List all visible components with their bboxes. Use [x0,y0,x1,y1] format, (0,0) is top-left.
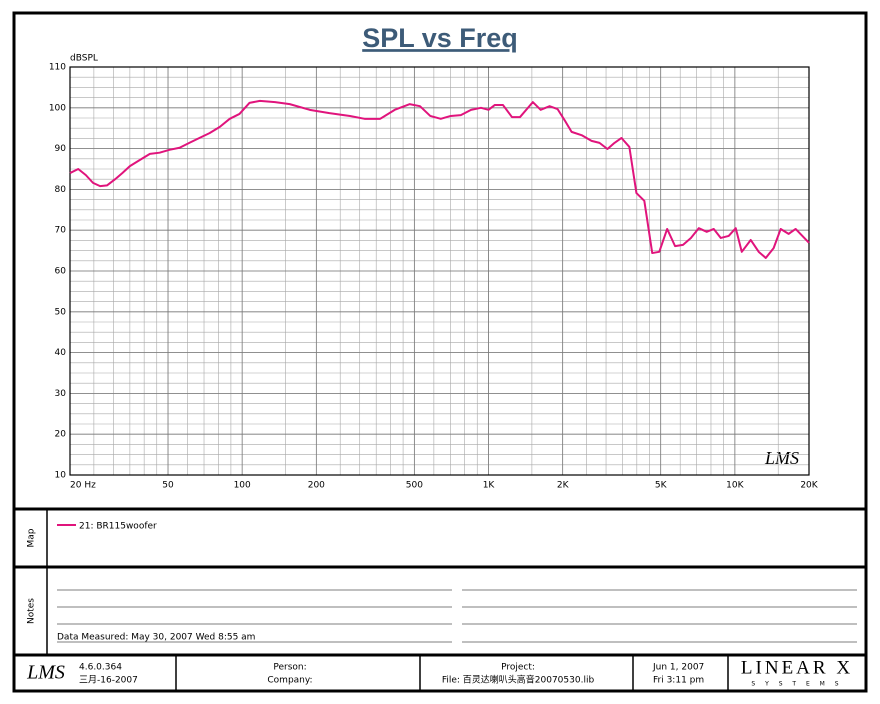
time: Fri 3:11 pm [653,676,704,686]
plot-border [69,66,810,476]
y-tick-label: 90 [55,144,67,154]
y-tick-label: 40 [55,348,67,358]
x-tick-label: 50 [162,481,174,491]
brand: LINEAR X [741,657,853,678]
page-border [12,11,868,693]
y-tick-label: 80 [55,185,67,195]
x-tick-label: 20K [800,481,818,491]
x-tick-label: 5K [655,481,668,491]
x-tick-label: 500 [406,481,423,491]
y-tick-label: 70 [55,226,67,236]
y-tick-label: 20 [55,430,67,440]
company: Company: [267,676,312,686]
x-tick-label: 100 [234,481,251,491]
y-tick-label: 60 [55,267,67,277]
y-tick-label: 30 [55,389,67,399]
x-tick-label: 20 Hz [70,481,96,491]
y-axis-label: dBSPL [70,54,98,64]
note-lines [57,589,857,643]
file: File: 百灵达喇叭头高音20070530.lib [442,674,595,686]
series-line [69,99,810,259]
y-tick-label: 50 [55,307,67,317]
legend-label: 21: BR115woofer [79,522,157,532]
date: Jun 1, 2007 [652,663,704,673]
y-tick-label: 10 [55,471,67,481]
y-tick-label: 110 [49,63,66,73]
y-tick-label: 100 [49,103,66,113]
build-date: 三月-16-2007 [79,675,138,686]
x-tick-label: 2K [557,481,570,491]
panel-label: Notes [27,598,37,624]
data-measured: Data Measured: May 30, 2007 Wed 8:55 am [57,633,255,643]
version: 4.6.0.364 [79,663,122,673]
chart-title: SPL vs Freq [362,23,518,53]
panel-label: Map [27,528,37,547]
brand-sub: S Y S T E M S [751,681,842,688]
x-tick-label: 1K [483,481,496,491]
x-tick-label: 200 [308,481,325,491]
person: Person: [273,663,306,673]
watermark: LMS [764,448,799,468]
footer-logo: LMS [26,662,65,684]
x-tick-label: 10K [726,481,744,491]
project: Project: [501,663,535,673]
